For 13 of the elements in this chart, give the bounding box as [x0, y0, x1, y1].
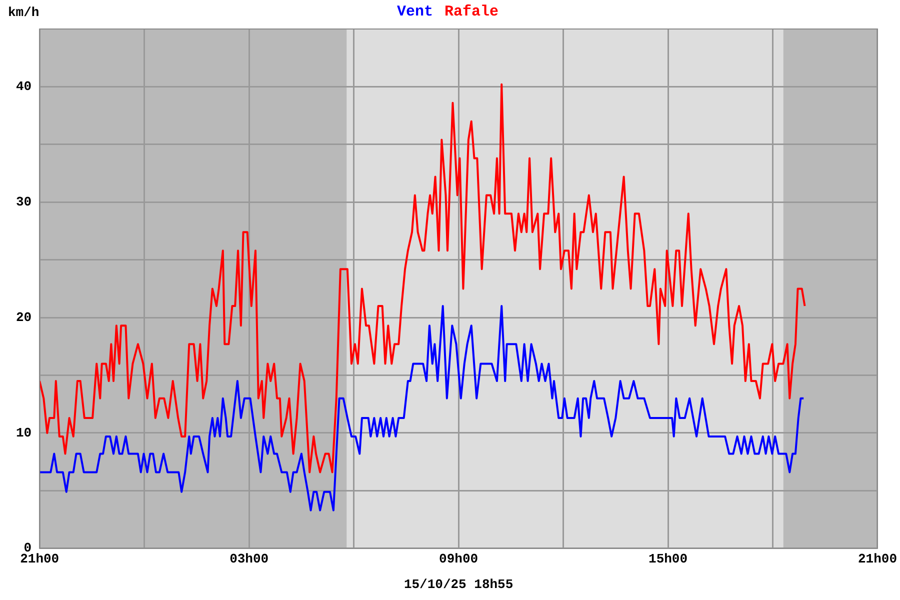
y-tick-label: 40 — [16, 78, 32, 94]
x-tick-label: 09h00 — [439, 551, 478, 566]
y-axis-title: km/h — [8, 4, 40, 20]
x-tick-label: 03h00 — [230, 551, 269, 566]
y-tick-label: 30 — [16, 194, 32, 210]
text: Rafale — [444, 3, 499, 20]
text: Vent — [396, 3, 434, 20]
text: 15/10/25 18h55 — [404, 577, 514, 592]
x-tick-label: 21h00 — [20, 551, 60, 566]
y-tick-label: 10 — [16, 425, 32, 440]
y-tick-label: 20 — [16, 310, 32, 325]
x-tick-label: 21h00 — [858, 551, 898, 566]
x-tick-label: 15h00 — [648, 551, 688, 566]
